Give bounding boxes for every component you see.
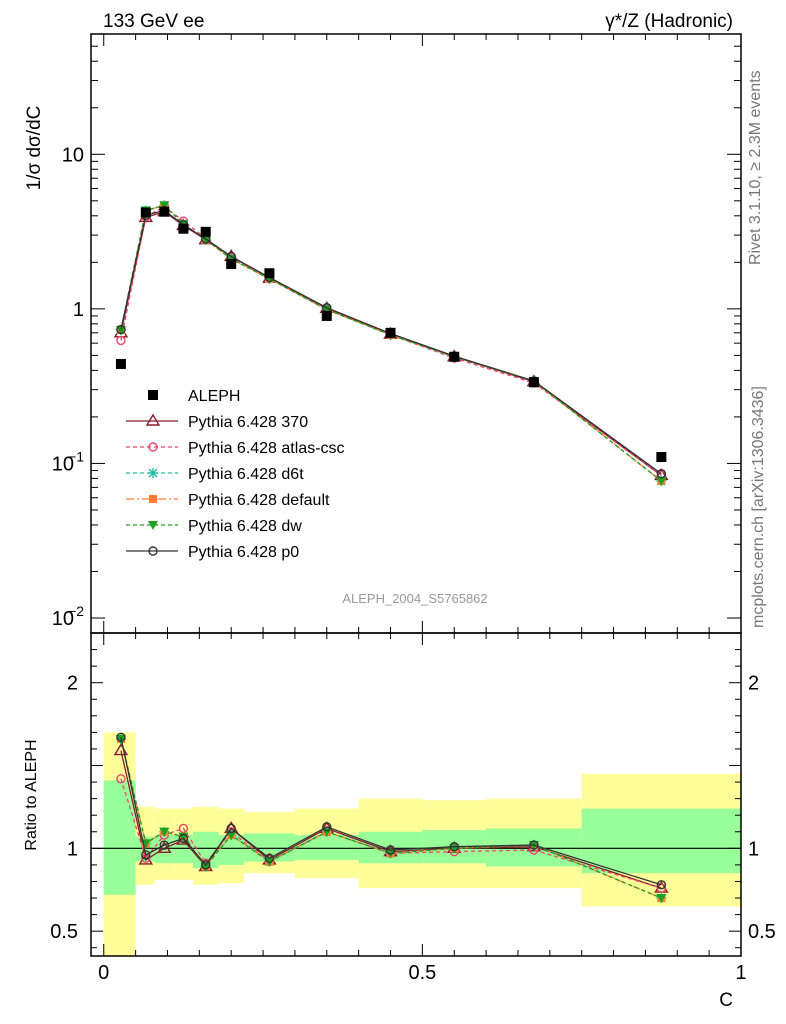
title-right: γ*/Z (Hadronic) — [605, 11, 733, 32]
ratio-line-1 — [120, 778, 662, 889]
y-tick-label-3: 10 — [62, 144, 84, 166]
ratio-5-point-1 — [141, 850, 151, 860]
series-4-point-0 — [115, 325, 126, 335]
ratio-0-point-1 — [138, 852, 154, 865]
legend-marker-3 — [149, 495, 157, 503]
ratio-tick-label-left-0: 0.5 — [50, 921, 78, 943]
x-tick-label-1: 0.5 — [408, 962, 436, 984]
series-5-point-11 — [656, 469, 667, 479]
data-point-7 — [321, 310, 332, 321]
data-point-3 — [178, 223, 189, 234]
ratio-1-point-0 — [116, 774, 126, 784]
series-4-point-7 — [321, 305, 332, 315]
y-axis-label: 1/σ dσ/dC — [24, 106, 45, 191]
y-tick-label-0: 10 — [52, 608, 74, 630]
ratio-plot-frame — [90, 632, 742, 957]
ratio-band-inner-0 — [103, 780, 136, 895]
side-text-bottom: mcplots.cern.ch [arXiv:1306.3436] — [750, 386, 767, 628]
ratio-series-layer — [113, 732, 669, 904]
ratio-tick-label-left-2: 2 — [67, 673, 78, 695]
y-tick-label-2: 1 — [73, 299, 84, 321]
ratio-4-point-4 — [200, 862, 211, 872]
legend-label-data: ALEPH — [188, 388, 240, 405]
ratio-tick-label-left-1: 1 — [67, 838, 78, 860]
data-point-4 — [200, 226, 211, 237]
ratio-4-point-11 — [656, 894, 667, 904]
data-point-1 — [140, 207, 151, 218]
series-line-5 — [120, 209, 662, 475]
legend-marker-1 — [148, 442, 158, 452]
ratio-5-point-7 — [322, 822, 332, 832]
legend-marker-0 — [145, 413, 161, 426]
data-point-8 — [385, 327, 396, 338]
legend-label-0: Pythia 6.428 370 — [188, 414, 308, 431]
ratio-5-point-4 — [201, 860, 211, 870]
ratio-5-point-3 — [178, 833, 189, 844]
data-point-11 — [656, 452, 667, 463]
y-tick-label-exp-1: −1 — [68, 448, 84, 464]
legend-label-1: Pythia 6.428 atlas-csc — [188, 440, 345, 457]
ratio-tick-label-right-1: 1 — [748, 838, 759, 860]
x-tick-label-2: 1 — [735, 962, 746, 984]
ratio-5-point-6 — [264, 853, 275, 863]
series-4-point-11 — [656, 476, 667, 486]
ratio-band-inner-8 — [358, 831, 423, 864]
x-tick-label-0: 0 — [98, 962, 109, 984]
ratio-line-3 — [120, 738, 662, 899]
ratio-5-point-8 — [385, 845, 396, 855]
x-axis-label: C — [719, 990, 733, 1011]
analysis-watermark: ALEPH_2004_S5765862 — [342, 591, 487, 606]
ratio-5-point-0 — [116, 732, 126, 743]
ratio-5-point-10 — [529, 840, 539, 850]
ratio-band-inner-11 — [581, 808, 741, 874]
main-series-layer — [113, 200, 669, 486]
title-left: 133 GeV ee — [103, 11, 204, 32]
series-line-1 — [120, 205, 662, 476]
series-line-0 — [120, 211, 662, 476]
ratio-5-point-2 — [159, 840, 169, 850]
legend-label-3: Pythia 6.428 default — [188, 492, 330, 509]
data-point-10 — [528, 377, 539, 388]
side-text-top: Rivet 3.1.10, ≥ 2.3M events — [747, 70, 764, 265]
legend-label-4: Pythia 6.428 dw — [188, 518, 302, 535]
data-point-2 — [159, 206, 170, 217]
ratio-4-point-2 — [159, 827, 170, 837]
legend-marker-data — [148, 390, 158, 400]
y-tick-label-1: 10 — [52, 453, 74, 475]
series-5-point-0 — [116, 324, 126, 335]
legend-marker-4 — [148, 521, 158, 530]
data-point-0 — [115, 358, 126, 369]
legend: ALEPH Pythia 6.428 370 Pythia 6.428 atlas-… — [126, 388, 345, 561]
legend-label-2: Pythia 6.428 d6t — [188, 466, 304, 483]
ratio-5-point-9 — [449, 841, 459, 852]
legend-label-5: Pythia 6.428 p0 — [188, 544, 299, 561]
data-point-5 — [226, 259, 237, 270]
ratio-5-point-5 — [226, 823, 236, 834]
legend-marker-2 — [148, 468, 158, 478]
ratio-5-point-11 — [656, 880, 667, 890]
ratio-1-point-11 — [656, 883, 667, 893]
ratio-4-point-5 — [226, 831, 237, 841]
series-1-point-0 — [116, 335, 126, 346]
y-tick-label-exp-0: −2 — [68, 603, 84, 619]
ratio-tick-label-right-0: 0.5 — [748, 921, 776, 943]
ratio-y-axis-label: Ratio to ALEPH — [23, 739, 40, 850]
legend-marker-2-stroke — [148, 468, 158, 478]
data-point-6 — [264, 268, 275, 279]
data-point-9 — [449, 351, 460, 362]
ratio-tick-label-right-2: 2 — [748, 673, 759, 695]
legend-marker-5 — [148, 546, 158, 556]
